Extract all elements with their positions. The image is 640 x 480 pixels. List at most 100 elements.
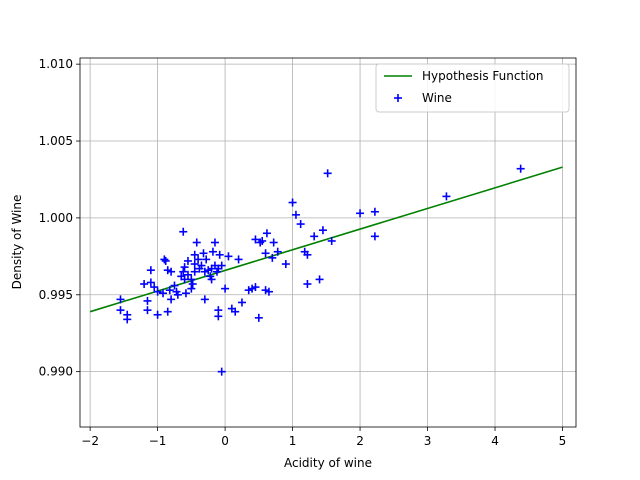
wine-point <box>210 238 219 247</box>
wine-point <box>217 367 226 376</box>
wine-point <box>183 256 192 265</box>
wine-point <box>291 210 300 219</box>
wine-point <box>187 275 196 284</box>
wine-point <box>146 278 155 287</box>
wine-point <box>207 275 216 284</box>
wine-point <box>187 284 196 293</box>
x-tick-label: −1 <box>149 434 167 448</box>
wine-point <box>190 267 199 276</box>
wine-point <box>146 266 155 275</box>
wine-point <box>231 307 240 316</box>
wine-point <box>237 298 246 307</box>
wine-point <box>281 260 290 269</box>
wine-point <box>268 253 277 262</box>
wine-point <box>296 220 305 229</box>
wine-point <box>160 255 169 264</box>
wine-point <box>167 267 176 276</box>
wine-point <box>170 281 179 290</box>
wine-point <box>180 275 189 284</box>
wine-point <box>181 289 190 298</box>
y-tick-label: 1.000 <box>39 211 73 225</box>
y-tick-label: 1.005 <box>39 134 73 148</box>
wine-point <box>370 207 379 216</box>
wine-point <box>199 249 208 258</box>
wine-point <box>116 295 125 304</box>
legend: Hypothesis Function Wine <box>375 63 570 113</box>
x-axis-label: Acidity of wine <box>284 456 372 470</box>
wine-point <box>188 280 197 289</box>
y-axis-label: Density of Wine <box>10 195 24 290</box>
wine-point <box>315 275 324 284</box>
grid-lines <box>80 58 576 427</box>
wine-point <box>303 250 312 259</box>
wine-point <box>234 255 243 264</box>
y-tick-label: 1.010 <box>39 57 73 71</box>
wine-point <box>123 315 132 324</box>
wine-point <box>179 227 188 236</box>
wine-points-layer <box>116 164 525 376</box>
x-tick-label: 4 <box>491 434 499 448</box>
wine-point <box>163 307 172 316</box>
wine-point <box>262 229 271 238</box>
wine-point <box>217 261 226 270</box>
wine-point <box>116 306 125 315</box>
wine-point <box>143 296 152 305</box>
legend-line-label: Hypothesis Function <box>422 69 543 83</box>
legend-point-label: Wine <box>422 91 452 105</box>
wine-point <box>161 256 170 265</box>
x-tick-label: 3 <box>424 434 432 448</box>
x-tick-label: 5 <box>559 434 567 448</box>
wine-point <box>442 192 451 201</box>
wine-point <box>323 169 332 178</box>
wine-point <box>192 238 201 247</box>
wine-point <box>173 290 182 299</box>
wine-point <box>197 261 206 270</box>
wine-point <box>179 267 188 276</box>
legend-point-marker <box>394 94 402 102</box>
wine-point <box>303 280 312 289</box>
wine-point <box>261 249 270 258</box>
wine-point <box>224 252 233 261</box>
wine-point <box>264 287 273 296</box>
wine-point <box>215 250 224 259</box>
wine-point <box>167 295 176 304</box>
wine-point <box>356 209 365 218</box>
y-tick-label: 0.990 <box>39 365 73 379</box>
wine-point <box>221 284 230 293</box>
legend-box <box>375 63 570 113</box>
wine-point <box>516 164 525 173</box>
plot-frame <box>79 57 577 428</box>
wine-point <box>202 255 211 264</box>
wine-point <box>183 270 192 279</box>
wine-point <box>153 310 162 319</box>
wine-point <box>288 198 297 207</box>
wine-point <box>208 247 217 256</box>
wine-point <box>153 287 162 296</box>
wine-point <box>180 263 189 272</box>
wine-point <box>194 255 203 264</box>
wine-point <box>190 260 199 269</box>
wine-point <box>370 232 379 241</box>
wine-point <box>165 286 174 295</box>
x-axis-ticks: −2 −1 0 1 2 3 4 5 <box>81 427 566 448</box>
wine-point <box>150 283 159 292</box>
wine-point <box>318 226 327 235</box>
wine-point <box>159 289 168 298</box>
wine-point <box>258 236 267 245</box>
wine-point <box>140 280 149 289</box>
x-tick-label: 1 <box>289 434 297 448</box>
y-tick-label: 0.995 <box>39 288 73 302</box>
hypothesis-line <box>89 166 563 313</box>
wine-point <box>190 250 199 259</box>
wine-point <box>143 306 152 315</box>
x-tick-label: 0 <box>221 434 229 448</box>
y-axis-ticks: 0.990 0.995 1.000 1.005 1.010 <box>39 57 80 379</box>
wine-point <box>310 232 319 241</box>
x-tick-label: 2 <box>356 434 364 448</box>
wine-point <box>254 313 263 322</box>
x-tick-label: −2 <box>81 434 99 448</box>
legend-point-swatch <box>394 94 402 102</box>
hypothesis-line-layer <box>89 166 563 313</box>
wine-point <box>327 236 336 245</box>
